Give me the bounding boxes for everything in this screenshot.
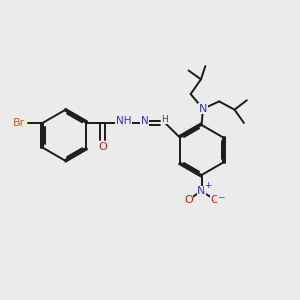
- Text: H: H: [161, 115, 168, 124]
- Text: Br: Br: [12, 118, 25, 128]
- Text: −: −: [218, 193, 225, 202]
- Text: N: N: [197, 186, 206, 196]
- Text: NH: NH: [116, 116, 131, 126]
- Text: O: O: [210, 195, 219, 205]
- Text: N: N: [199, 104, 207, 114]
- Text: O: O: [98, 142, 107, 152]
- Text: O: O: [184, 195, 193, 205]
- Text: N: N: [141, 116, 149, 126]
- Text: +: +: [204, 182, 212, 190]
